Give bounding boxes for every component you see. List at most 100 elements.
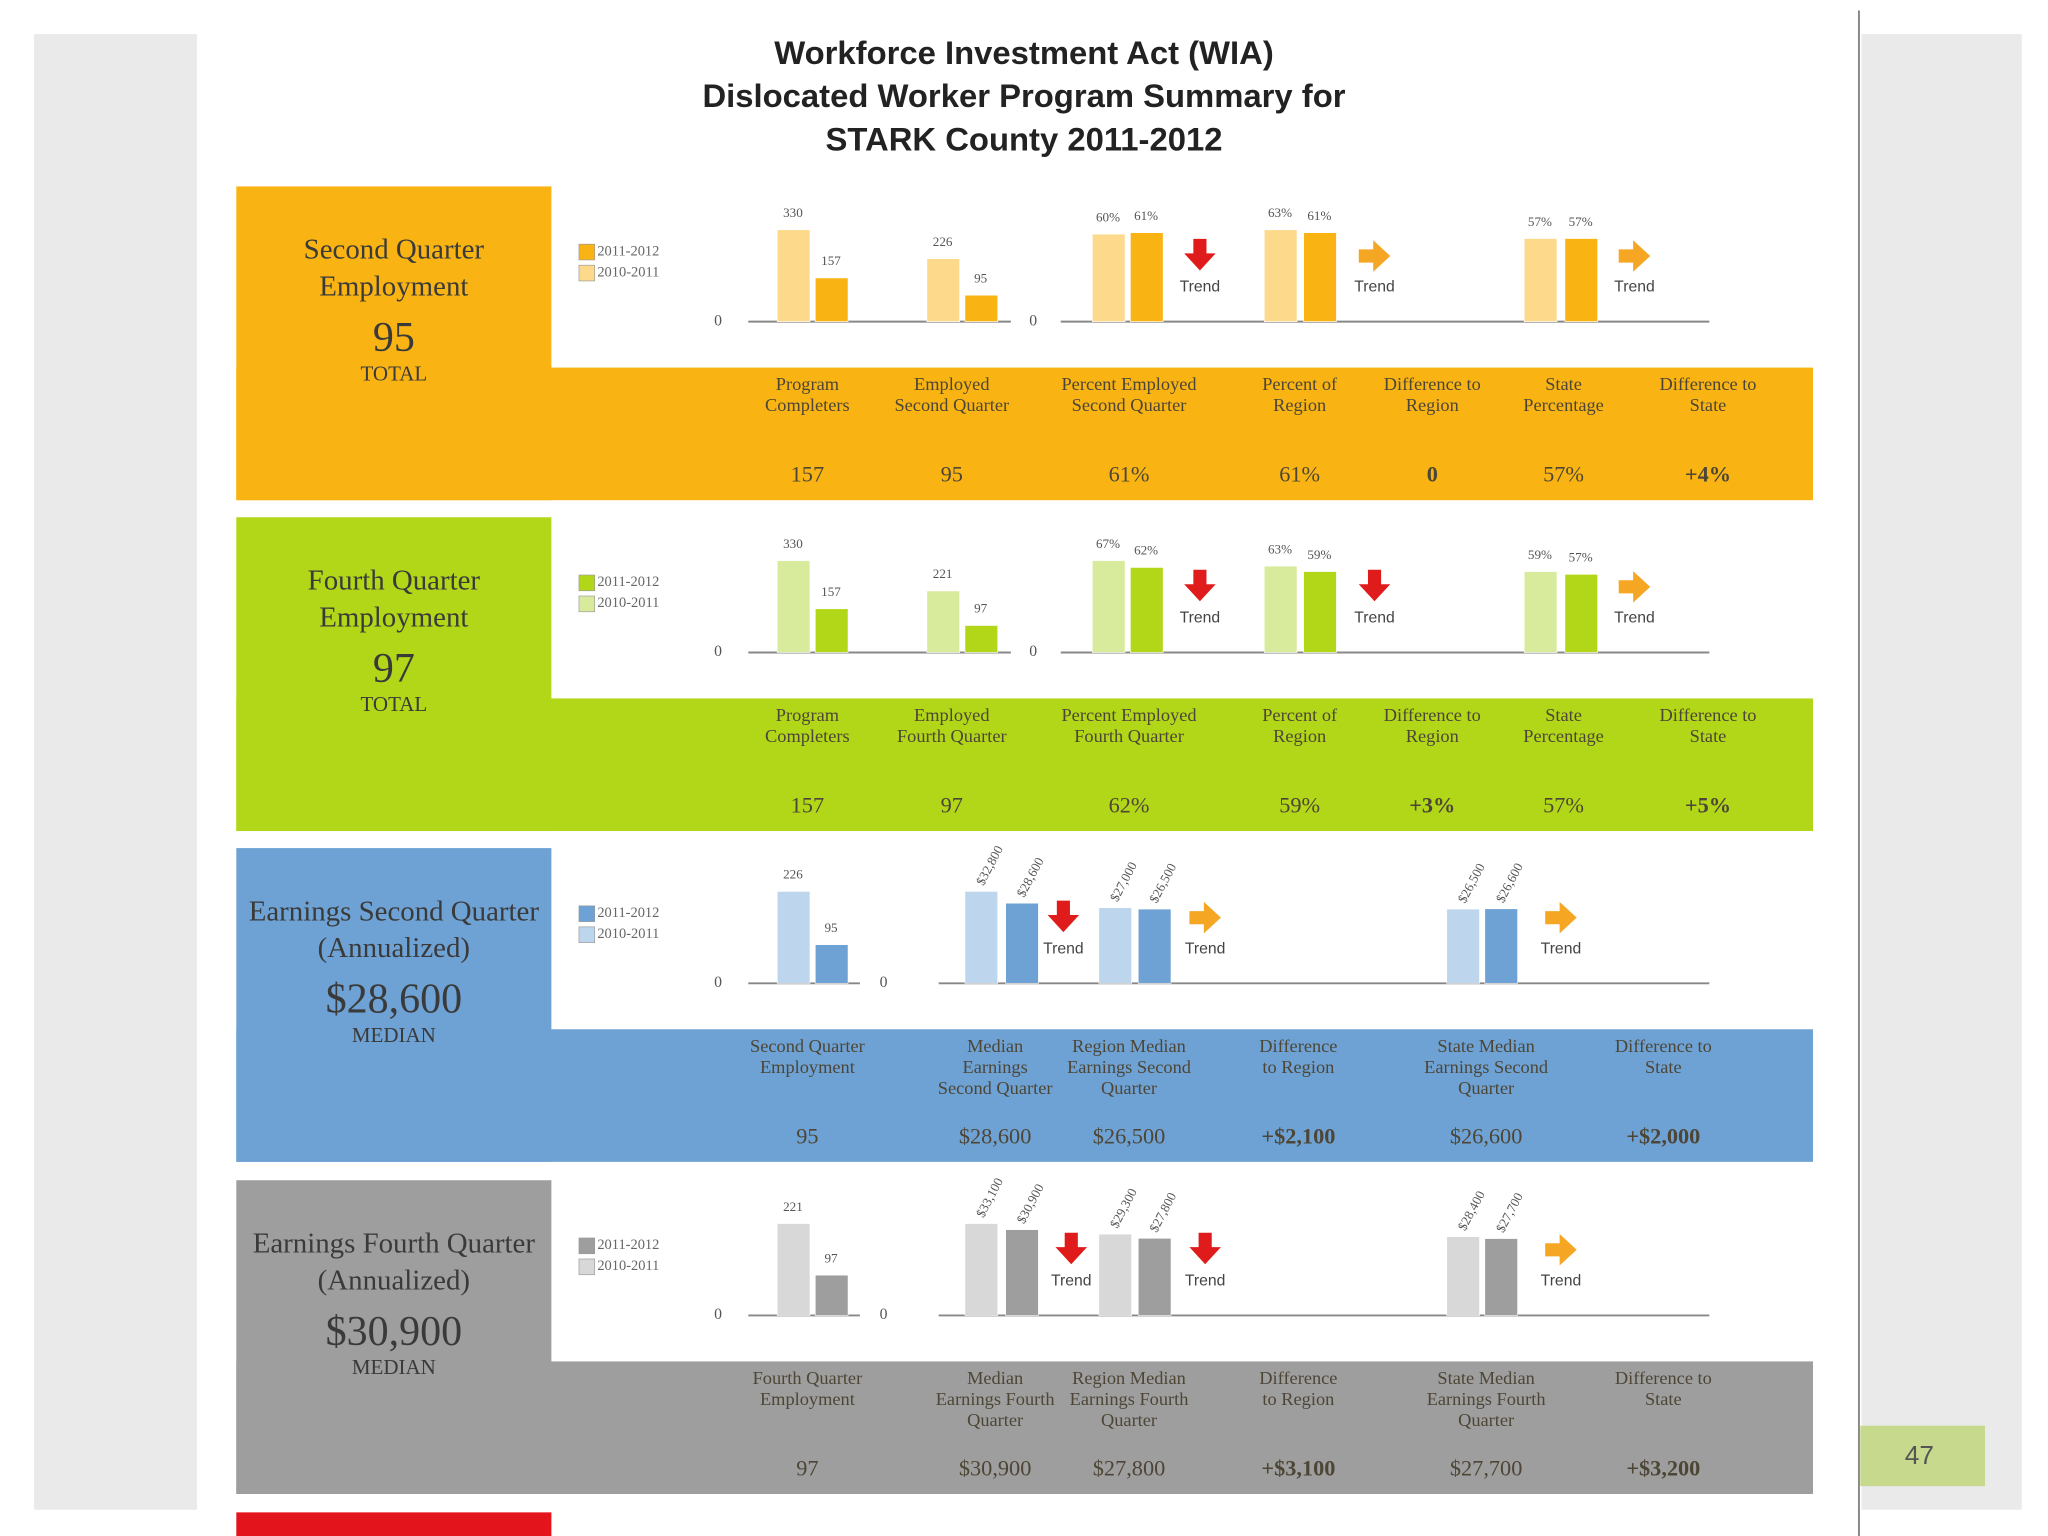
metric-label: Difference to xyxy=(1384,374,1481,394)
legend-label: 2011-2012 xyxy=(597,574,659,590)
metric-label: Region xyxy=(1273,395,1326,415)
trend-arrow xyxy=(1545,1234,1577,1266)
metric-label: Quarter xyxy=(1458,1078,1514,1098)
metric-label: Employment xyxy=(760,1057,855,1077)
bar-label: 59% xyxy=(1528,547,1552,562)
bar-label: 330 xyxy=(783,536,803,551)
metric-label: Percent of xyxy=(1262,705,1338,725)
metric-band xyxy=(236,1029,1814,1162)
metric-label: Earnings Second xyxy=(1424,1057,1548,1077)
metric-label: Median xyxy=(967,1036,1023,1056)
legend-swatch xyxy=(578,1258,596,1276)
bar xyxy=(1446,908,1480,984)
metric-label: Region xyxy=(1406,726,1459,746)
bar xyxy=(776,1223,811,1316)
trend-arrow xyxy=(1184,569,1216,602)
bar xyxy=(1303,571,1337,653)
legend-swatch xyxy=(578,264,596,282)
bar xyxy=(1564,238,1599,322)
metric-value: 157 xyxy=(791,793,824,818)
metric-label: Region Median xyxy=(1072,1368,1186,1388)
trend-label: Trend xyxy=(1354,279,1395,296)
metric-value: $27,700 xyxy=(1450,1455,1522,1480)
zero-label: 0 xyxy=(714,1306,722,1323)
right-margin xyxy=(1861,34,2022,1510)
bar-label: 95 xyxy=(824,920,838,935)
metric-label: Fourth Quarter xyxy=(897,726,1007,746)
bar xyxy=(1263,565,1298,653)
metric-label: Quarter xyxy=(1101,1410,1157,1430)
trend-arrow xyxy=(1358,240,1391,272)
metric-label: State Median xyxy=(1437,1036,1534,1056)
metric-label: Percentage xyxy=(1523,395,1604,415)
bar xyxy=(776,560,811,653)
bar xyxy=(1005,1229,1039,1316)
bar xyxy=(1130,232,1164,322)
bar-label: $32,800 xyxy=(973,843,1006,888)
metric-label: Difference to xyxy=(1615,1368,1712,1388)
bar-label: $28,400 xyxy=(1455,1188,1488,1233)
metric-label: Difference to xyxy=(1615,1036,1712,1056)
bar-label: 61% xyxy=(1134,208,1158,223)
section-name: Second Quarter xyxy=(304,234,485,266)
metric-label: Earnings Second xyxy=(1067,1057,1191,1077)
bar-label: 62% xyxy=(1134,543,1158,558)
section-name: Earnings Second Quarter xyxy=(249,895,540,927)
bar-label: 157 xyxy=(821,584,841,599)
metric-label: State xyxy=(1645,1057,1682,1077)
bar-label: $33,100 xyxy=(973,1175,1006,1220)
metric-label: Difference to xyxy=(1659,705,1756,725)
bar-label: $29,300 xyxy=(1107,1185,1140,1230)
bar xyxy=(1137,1237,1172,1316)
bar-label: $27,700 xyxy=(1493,1190,1526,1235)
section-name: (Annualized) xyxy=(318,1264,470,1296)
trend-label: Trend xyxy=(1043,940,1084,957)
bar xyxy=(926,258,960,322)
section-total: $28,600 xyxy=(326,977,463,1023)
section-total-label: MEDIAN xyxy=(352,1355,436,1379)
section-name: Fourth Quarter xyxy=(308,565,481,597)
title-line: Workforce Investment Act (WIA) xyxy=(774,34,1274,71)
bar xyxy=(926,590,960,653)
legend-label: 2010-2011 xyxy=(597,926,659,942)
bar xyxy=(1263,229,1298,322)
metric-label: Difference xyxy=(1259,1368,1337,1388)
section-total-label: MEDIAN xyxy=(352,1023,436,1047)
bar-label: 97 xyxy=(824,1250,838,1265)
metric-label: Employment xyxy=(760,1389,855,1409)
metric-label: Earnings xyxy=(962,1057,1027,1077)
metric-label: Earnings Fourth xyxy=(1070,1389,1189,1409)
metric-value: 57% xyxy=(1543,793,1584,818)
metric-value: 62% xyxy=(1109,793,1150,818)
bar-label: $30,900 xyxy=(1013,1181,1046,1226)
page-number-box xyxy=(1860,1425,1985,1487)
legend-swatch xyxy=(578,243,596,261)
metric-label: Region xyxy=(1273,726,1326,746)
bar xyxy=(1098,1233,1132,1316)
bar-label: 95 xyxy=(974,270,988,285)
metric-value: 97 xyxy=(941,793,963,818)
bar-label: $27,800 xyxy=(1146,1189,1179,1234)
metric-label: to Region xyxy=(1262,1389,1334,1409)
metric-value: 97 xyxy=(796,1455,818,1480)
zero-label: 0 xyxy=(1029,312,1037,329)
bar xyxy=(1484,908,1518,984)
metric-label: Percent Employed xyxy=(1061,374,1196,394)
bar xyxy=(1446,1236,1480,1316)
bar-label: 57% xyxy=(1569,214,1593,229)
bar-label: 226 xyxy=(783,867,803,882)
bar-label: $28,600 xyxy=(1013,854,1046,899)
metric-label: Quarter xyxy=(967,1410,1023,1430)
bar xyxy=(1564,573,1599,653)
metric-label: Program xyxy=(776,374,839,394)
metric-value: +$3,100 xyxy=(1261,1455,1335,1480)
metric-label: Difference xyxy=(1259,1036,1337,1056)
bar-label: 97 xyxy=(974,601,988,616)
bar-label: 157 xyxy=(821,253,841,268)
legend-label: 2011-2012 xyxy=(597,905,659,921)
legend-label: 2011-2012 xyxy=(597,1237,659,1253)
metric-label: Percent Employed xyxy=(1061,705,1196,725)
metric-label: Fourth Quarter xyxy=(1074,726,1184,746)
trend-arrow xyxy=(1189,901,1221,934)
